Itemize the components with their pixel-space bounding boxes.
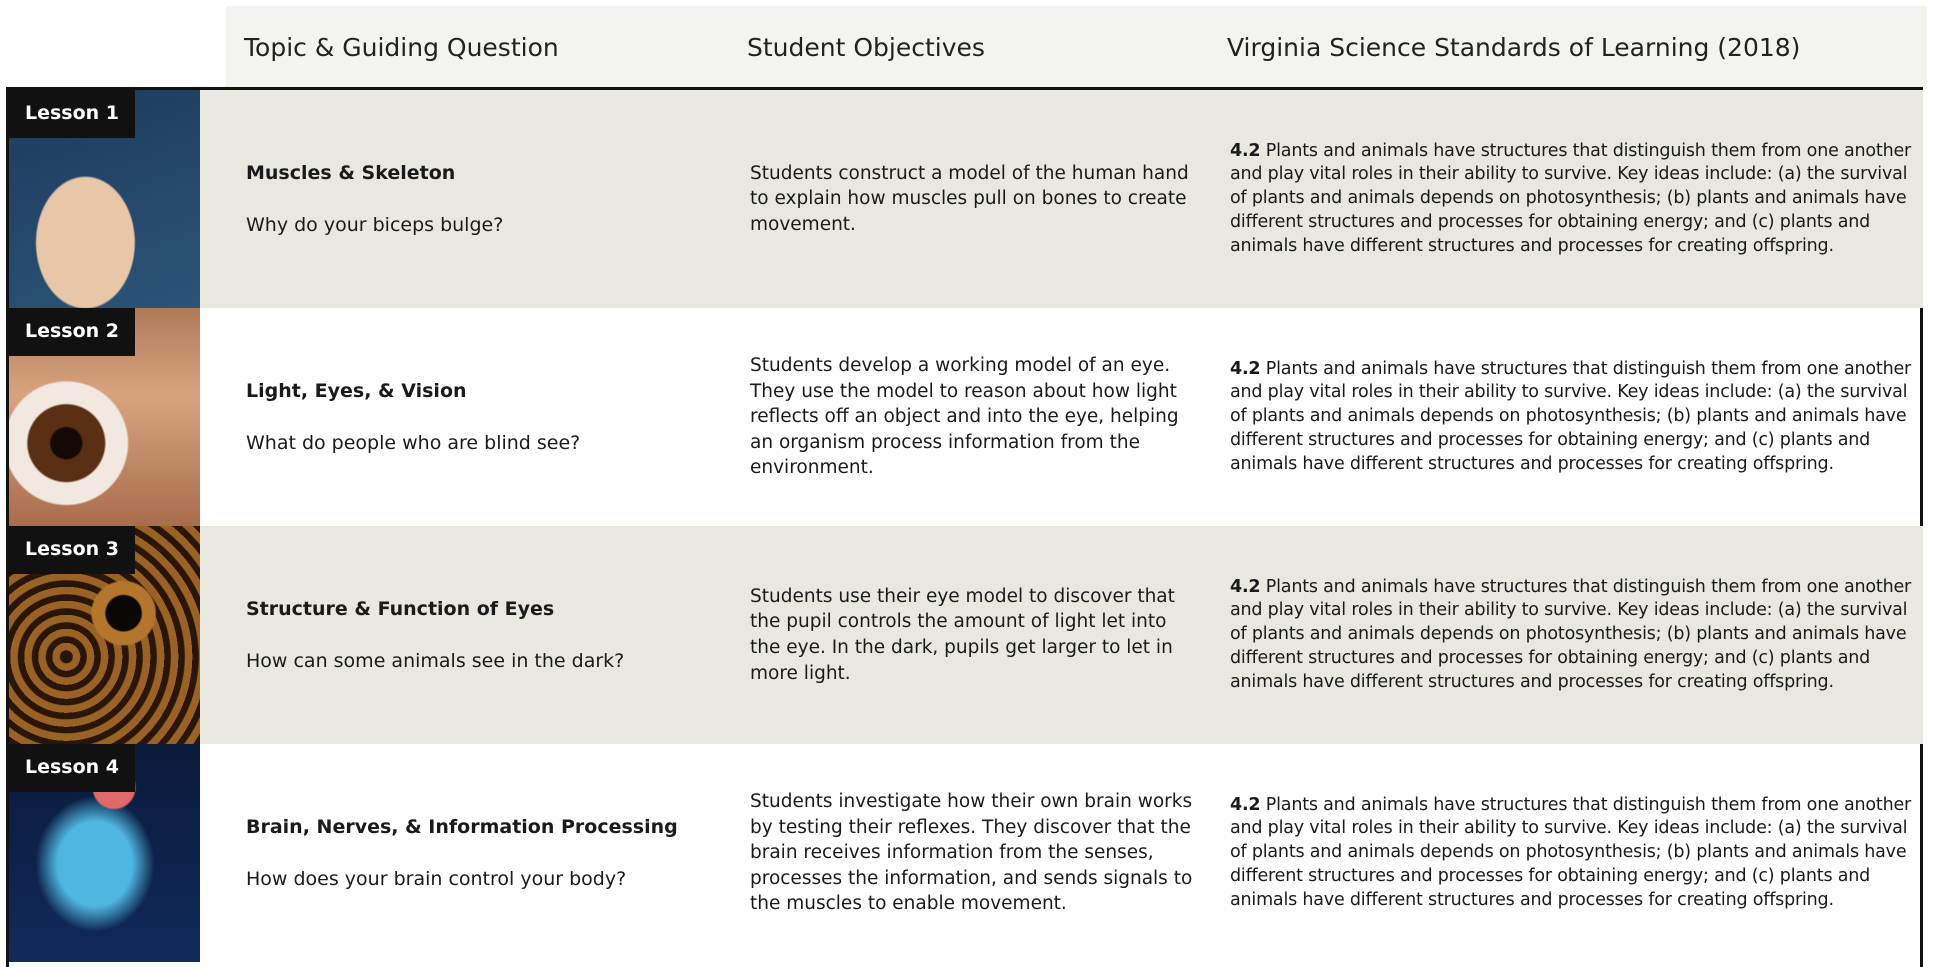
standard-text: Plants and animals have structures that … (1230, 140, 1912, 256)
lesson-image: Lesson 4 (9, 744, 200, 962)
topic-title: Brain, Nerves, & Information Processing (246, 816, 678, 838)
objective-text: Students investigate how their own brain… (750, 791, 1193, 915)
objective-cell: Students construct a model of the human … (750, 90, 1200, 308)
standard: 4.2 Plants and animals have structures t… (1230, 358, 1918, 477)
lesson-label: Lesson 4 (9, 744, 136, 792)
lesson-label: Lesson 3 (9, 526, 136, 574)
objective-cell: Students investigate how their own brain… (750, 744, 1200, 962)
table-row: Lesson 3 Structure & Function of Eyes How … (9, 526, 1923, 744)
guiding-question: How can some animals see in the dark? (246, 650, 625, 672)
standard-text: Plants and animals have structures that … (1230, 358, 1912, 474)
standard: 4.2 Plants and animals have structures t… (1230, 140, 1918, 259)
topic-cell: Light, Eyes, & Vision What do people who … (246, 308, 726, 526)
topic-title: Muscles & Skeleton (246, 162, 456, 184)
standard: 4.2 Plants and animals have structures t… (1230, 576, 1918, 695)
standard-text: Plants and animals have structures that … (1230, 794, 1912, 910)
topic-title: Light, Eyes, & Vision (246, 380, 467, 402)
objective-text: Students use their eye model to discover… (750, 585, 1175, 684)
topic-cell: Muscles & Skeleton Why do your biceps bul… (246, 90, 726, 308)
lesson-image: Lesson 1 (9, 90, 200, 308)
standard-code: 4.2 (1230, 576, 1261, 597)
standard-cell: 4.2 Plants and animals have structures t… (1230, 308, 1918, 526)
topic-title: Structure & Function of Eyes (246, 598, 555, 620)
objective-cell: Students develop a working model of an e… (750, 308, 1200, 526)
objective-text: Students construct a model of the human … (750, 162, 1189, 235)
standard-cell: 4.2 Plants and animals have structures t… (1230, 90, 1918, 308)
standard-text: Plants and animals have structures that … (1230, 576, 1912, 692)
lesson-table: Lesson 1 Muscles & Skeleton Why do your bi… (6, 87, 1923, 967)
guiding-question: Why do your biceps bulge? (246, 214, 504, 236)
standard: 4.2 Plants and animals have structures t… (1230, 794, 1918, 913)
standard-code: 4.2 (1230, 794, 1261, 815)
objective-text: Students develop a working model of an e… (750, 355, 1179, 479)
guiding-question: What do people who are blind see? (246, 432, 581, 454)
column-header: Virginia Science Standards of Learning (… (1227, 33, 1801, 62)
table-header: Topic & Guiding Question Student Objecti… (226, 6, 1927, 89)
topic-cell: Structure & Function of Eyes How can some… (246, 526, 726, 744)
topic-cell: Brain, Nerves, & Information Processing H… (246, 744, 726, 962)
lesson-label: Lesson 2 (9, 308, 136, 356)
table-row: Lesson 1 Muscles & Skeleton Why do your bi… (9, 90, 1923, 308)
objective-cell: Students use their eye model to discover… (750, 526, 1200, 744)
standard-cell: 4.2 Plants and animals have structures t… (1230, 526, 1918, 744)
lesson-image: Lesson 2 (9, 308, 200, 526)
standard-code: 4.2 (1230, 140, 1261, 161)
standard-code: 4.2 (1230, 358, 1261, 379)
lesson-image: Lesson 3 (9, 526, 200, 744)
standard-cell: 4.2 Plants and animals have structures t… (1230, 744, 1918, 962)
column-header: Topic & Guiding Question (244, 33, 559, 62)
table-row: Lesson 4 Brain, Nerves, & Information Pro… (9, 744, 1923, 962)
lesson-label: Lesson 1 (9, 90, 136, 138)
column-header: Student Objectives (747, 33, 985, 62)
guiding-question: How does your brain control your body? (246, 868, 627, 890)
table-row: Lesson 2 Light, Eyes, & Vision What do peo… (9, 308, 1923, 526)
